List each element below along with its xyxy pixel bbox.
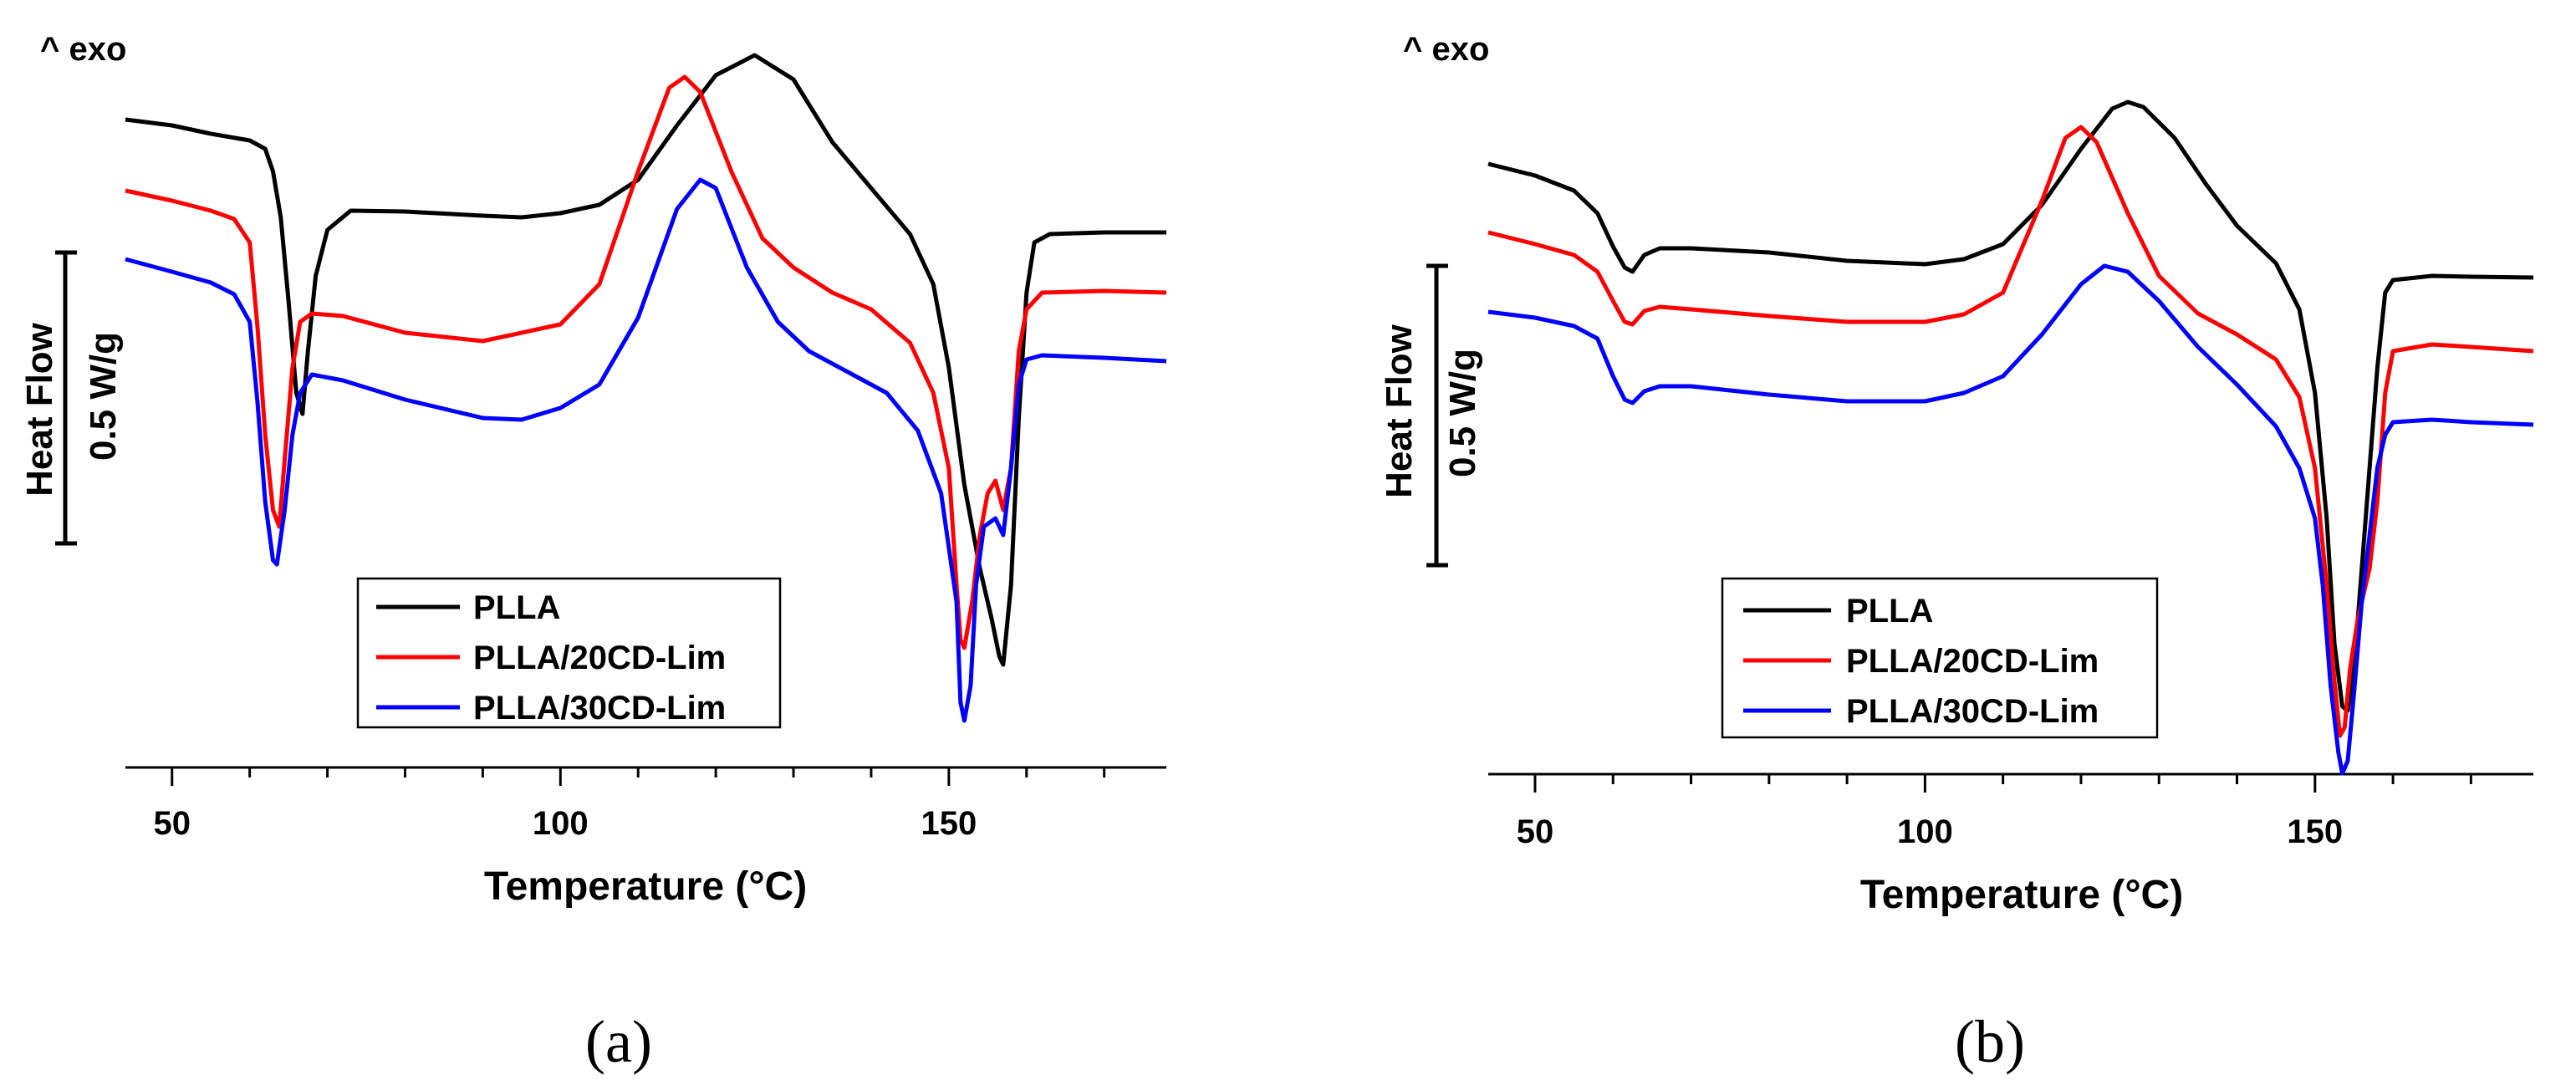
series-lines [125,53,1167,723]
exo-label: ^ exo [40,31,126,68]
series-line-plla-30cd-lim [1487,263,2534,776]
legend-entry-plla: PLLA [473,589,560,626]
x-axis-label: Temperature (°C) [1860,873,2183,917]
x-tick-label: 150 [2287,813,2343,850]
legend-entry-30cd: PLLA/30CD-Lim [1846,693,2099,730]
x-axis-ticks: 50 100 150 [153,767,1106,842]
legend: PLLA PLLA/20CD-Lim PLLA/30CD-Lim [1721,577,2159,739]
y-axis-label: Heat Flow [19,322,60,497]
chart-panel-b: ^ exo Heat Flow 0.5 W/g 50 100 150 Tempera… [1379,31,2534,1075]
legend-entry-20cd: PLLA/20CD-Lim [1846,643,2099,680]
caption-b: (b) [1955,1008,2025,1075]
scale-bar [1426,263,1448,568]
y-axis-label: Heat Flow [1379,324,1420,498]
x-tick-label: 100 [1897,813,1953,850]
legend-entry-plla: PLLA [1846,593,1933,630]
caption-a: (a) [585,1008,652,1075]
scale-bar-label: 0.5 W/g [1442,349,1483,477]
chart-panel-a: ^ exo Heat Flow 0.5 W/g 50 100 150 Tempera… [19,31,1167,1075]
series-line-plla-30cd-lim [125,177,1167,723]
x-tick-label: 50 [153,805,191,842]
x-axis-ticks: 50 100 150 [1517,774,2472,850]
x-tick-label: 150 [921,805,977,842]
series-line-plla-20cd-lim [1487,125,2534,738]
x-tick-label: 50 [1517,813,1554,850]
series-lines [1487,99,2534,776]
series-line-plla [125,53,1166,667]
exo-label: ^ exo [1403,31,1489,68]
scale-bar-label: 0.5 W/g [83,332,124,461]
series-line-plla-20cd-lim [125,74,1167,650]
legend-box [356,577,782,729]
series-line-plla [1487,99,2534,713]
legend: PLLA PLLA/20CD-Lim PLLA/30CD-Lim [356,577,782,729]
scale-bar [55,250,77,546]
x-axis-label: Temperature (°C) [484,864,807,909]
legend-entry-20cd: PLLA/20CD-Lim [473,640,726,676]
legend-entry-30cd: PLLA/30CD-Lim [473,690,726,726]
x-tick-label: 100 [533,805,589,842]
